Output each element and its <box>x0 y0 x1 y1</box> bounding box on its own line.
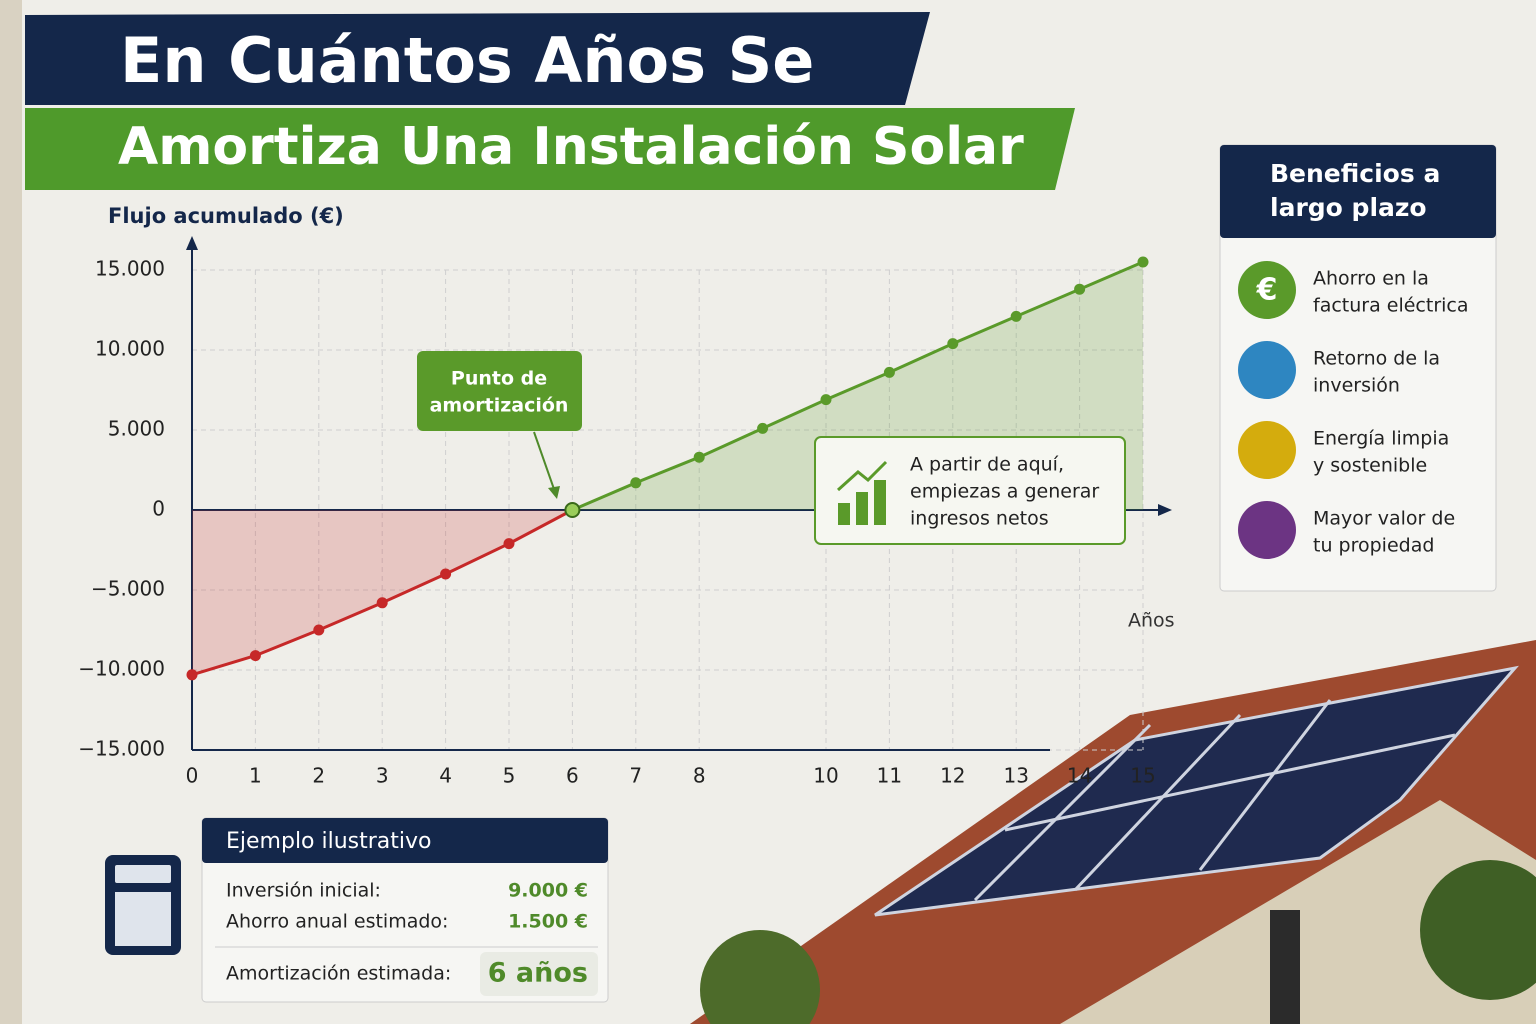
house <box>690 640 1536 1024</box>
point <box>1010 310 1022 322</box>
benefit-text: inversión <box>1313 375 1400 397</box>
benefit-icon <box>1238 421 1296 479</box>
subtitle-banner <box>25 108 1075 190</box>
benefit-text: Energía limpia <box>1313 428 1449 450</box>
x-tick-label: 4 <box>439 764 452 788</box>
line <box>571 260 1144 512</box>
benefits-title: largo plazo <box>1270 193 1427 222</box>
y-tick-label: −10.000 <box>78 657 165 681</box>
x-tick-label: 15 <box>1130 764 1155 788</box>
benefit-text: y sostenible <box>1313 455 1427 477</box>
x-tick-label: 3 <box>376 764 389 788</box>
y-axis-arrow <box>186 236 198 250</box>
y-tick-label: 15.000 <box>95 257 165 281</box>
annotation-text: empiezas a generar <box>910 481 1099 503</box>
benefit-text: factura eléctrica <box>1313 295 1469 317</box>
x-tick-label: 14 <box>1067 764 1092 788</box>
annotation-arrow <box>533 431 556 493</box>
example-label: Inversión inicial: <box>226 880 381 902</box>
example-label: Ahorro anual estimado: <box>226 911 448 933</box>
point <box>503 538 515 550</box>
point <box>693 451 705 463</box>
x-tick-label: 8 <box>693 764 706 788</box>
annotation-text: A partir de aquí, <box>910 454 1064 476</box>
annotation-arrowhead <box>548 486 560 499</box>
growth-icon <box>836 460 888 492</box>
breakeven-point <box>564 502 581 518</box>
x-tick-label: 7 <box>629 764 642 788</box>
y-tick-label: −5.000 <box>91 577 165 601</box>
benefit-icon-text: € <box>1256 273 1278 308</box>
x-tick-label: 12 <box>940 764 965 788</box>
y-axis-label: Flujo acumulado (€) <box>108 204 344 228</box>
point <box>1074 283 1086 295</box>
benefit-icon <box>1238 341 1296 399</box>
point <box>947 338 959 350</box>
benefit-text: Mayor valor de <box>1313 508 1455 530</box>
example-value: 6 años <box>488 958 588 989</box>
example-header <box>202 818 608 863</box>
benefits-title: Beneficios a <box>1270 159 1440 188</box>
point <box>883 366 895 378</box>
growth-icon <box>838 503 850 525</box>
benefit-icon <box>1238 261 1296 319</box>
y-tick-label: 10.000 <box>95 337 165 361</box>
title: En Cuántos Años Se <box>120 24 814 97</box>
x-tick-label: 1 <box>249 764 262 788</box>
title-banner <box>25 12 930 105</box>
point <box>820 394 832 406</box>
area <box>192 510 573 675</box>
point <box>249 650 261 662</box>
example-rows: Inversión inicial: 9.000 € Ahorro anual es… <box>215 880 598 996</box>
point <box>440 568 452 580</box>
benefit-icon <box>1238 501 1296 559</box>
x-tick-label: 0 <box>186 764 199 788</box>
annotation-box <box>814 436 1126 545</box>
point <box>630 477 642 489</box>
benefit-text: tu propiedad <box>1313 535 1434 557</box>
benefits-list: € Ahorro en la factura eléctrica Retorno de… <box>1238 261 1469 559</box>
x-tick-label: 5 <box>503 764 516 788</box>
example-label: Amortización estimada: <box>226 963 451 985</box>
x-tick-label: 6 <box>566 764 579 788</box>
y-tick-label: 5.000 <box>108 417 165 441</box>
x-axis-arrow <box>1158 504 1172 516</box>
x-tick-label: 2 <box>312 764 325 788</box>
point <box>1137 256 1149 268</box>
subtitle: Amortiza Una Instalación Solar <box>118 117 1024 177</box>
annotation-box <box>417 351 582 431</box>
benefit-text: Retorno de la <box>1313 348 1440 370</box>
wall-edge <box>0 0 22 1024</box>
x-axis-label: Años <box>1128 610 1175 632</box>
example-value: 9.000 € <box>508 880 588 902</box>
point <box>186 669 198 681</box>
growth-icon <box>856 492 868 525</box>
point <box>757 422 769 434</box>
y-tick-label: 0 <box>152 497 165 521</box>
x-tick-label: 11 <box>877 764 902 788</box>
growth-icon <box>874 480 886 525</box>
example-value: 1.500 € <box>508 911 588 933</box>
chart: −15.000 −10.000 −5.000 0 5.000 10.000 15.000 0 1… <box>78 204 1174 788</box>
annotation-text: Punto de <box>451 368 547 390</box>
annotation-text: ingresos netos <box>910 508 1049 530</box>
x-tick-label: 13 <box>1003 764 1028 788</box>
example-title: Ejemplo ilustrativo <box>226 829 432 854</box>
calculator-icon <box>105 855 181 955</box>
annotation-text: amortización <box>430 395 569 417</box>
point <box>313 624 325 636</box>
point <box>376 597 388 609</box>
x-tick-label: 10 <box>813 764 838 788</box>
benefits-header <box>1220 145 1496 238</box>
y-tick-label: −15.000 <box>78 737 165 761</box>
result-box <box>480 952 598 996</box>
benefit-text: Ahorro en la <box>1313 268 1429 290</box>
